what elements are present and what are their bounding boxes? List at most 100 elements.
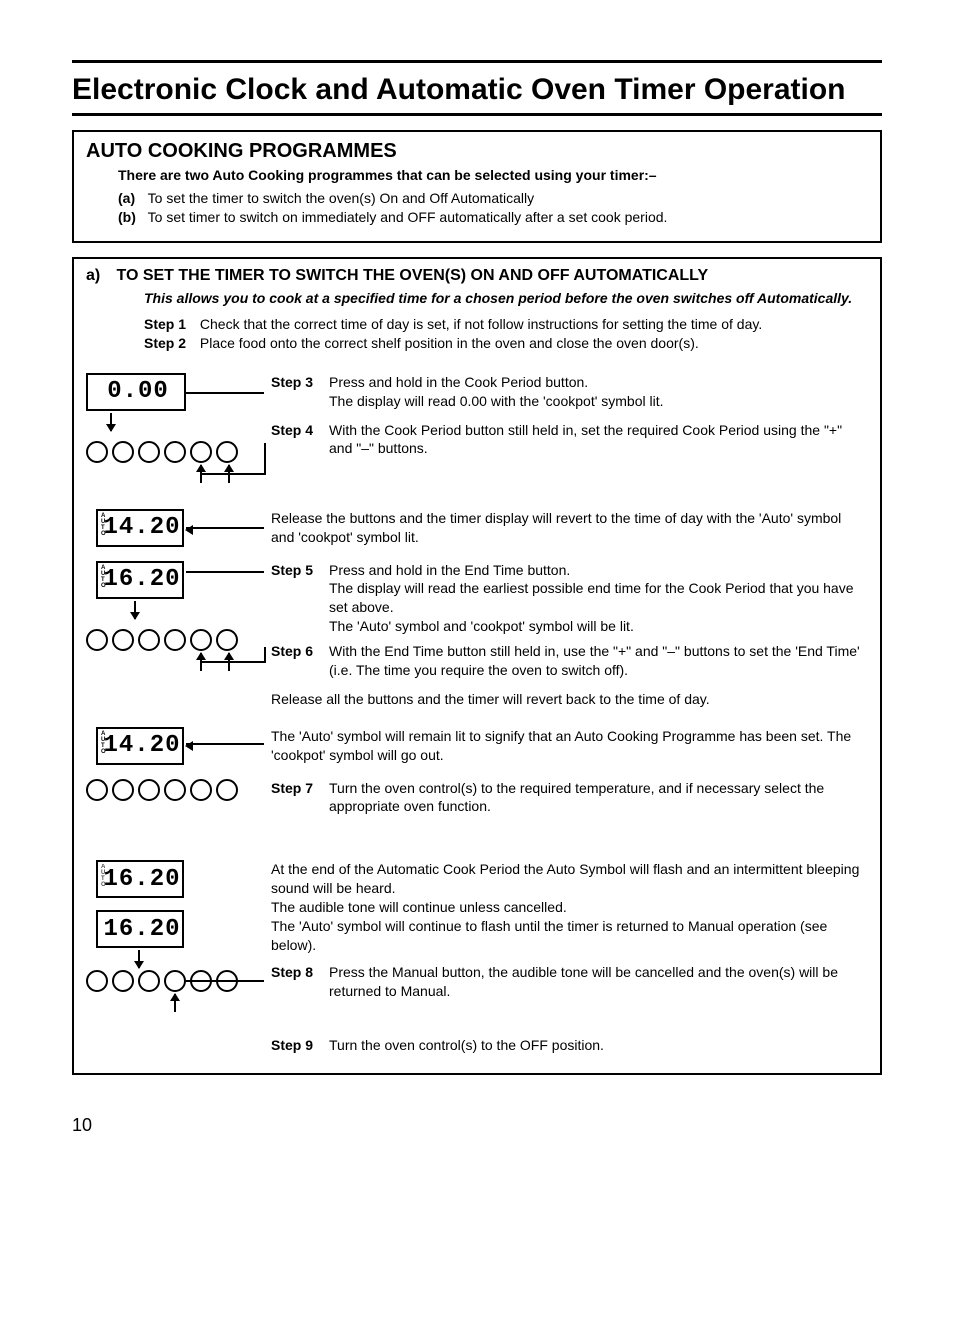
diagram-2: AUTO 14.20 bbox=[86, 509, 271, 547]
text-step3-4: Step 3 Press and hold in the Cook Period… bbox=[271, 373, 868, 463]
step-9: Step 9 Turn the oven control(s) to the O… bbox=[271, 1036, 868, 1055]
step-5-label: Step 5 bbox=[271, 561, 329, 637]
timer-button bbox=[86, 629, 108, 651]
intro-heading: AUTO COOKING PROGRAMMES bbox=[86, 140, 868, 163]
lcd-display-3: AUTO 16.20 bbox=[96, 561, 184, 599]
lcd-display-4: AUTO 14.20 bbox=[96, 727, 184, 765]
timer-button bbox=[164, 629, 186, 651]
connector-step4-v bbox=[264, 443, 266, 473]
text-step7: The 'Auto' symbol will remain lit to sig… bbox=[271, 727, 868, 821]
timer-button bbox=[112, 441, 134, 463]
timer-button bbox=[138, 779, 160, 801]
section-a: a) TO SET THE TIMER TO SWITCH THE OVEN(S… bbox=[72, 257, 882, 1075]
pre-step-1-label: Step 1 bbox=[144, 315, 196, 334]
timer-button bbox=[164, 441, 186, 463]
timer-button bbox=[216, 779, 238, 801]
timer-button bbox=[190, 629, 212, 651]
timer-button bbox=[164, 779, 186, 801]
arrow-single bbox=[174, 994, 271, 1012]
button-row-3 bbox=[86, 779, 271, 801]
timer-button bbox=[216, 629, 238, 651]
row-step7: AUTO 14.20 The 'Auto' symbol will remain… bbox=[86, 727, 868, 821]
auto-indicator-flash: AUTO bbox=[101, 864, 106, 888]
diagram-5: AUTO 16.20 16.20 bbox=[86, 860, 271, 1012]
step-4-label: Step 4 bbox=[271, 421, 329, 459]
timer-button bbox=[138, 629, 160, 651]
lcd-5-value: 16.20 bbox=[99, 866, 180, 893]
timer-button bbox=[216, 441, 238, 463]
step-4: Step 4 With the Cook Period button still… bbox=[271, 421, 868, 459]
row-step9: Step 9 Turn the oven control(s) to the O… bbox=[86, 1036, 868, 1059]
timer-button bbox=[86, 970, 108, 992]
pre-step-1-text: Check that the correct time of day is se… bbox=[200, 316, 762, 332]
lcd-display-5: AUTO 16.20 bbox=[96, 860, 184, 898]
intro-item-a: (a) To set the timer to switch the oven(… bbox=[118, 189, 868, 208]
step-7-label: Step 7 bbox=[271, 779, 329, 817]
connector-step3 bbox=[186, 392, 264, 394]
step-3: Step 3 Press and hold in the Cook Period… bbox=[271, 373, 868, 411]
lcd-1-value: 0.00 bbox=[103, 378, 169, 405]
step-3-text: Press and hold in the Cook Period button… bbox=[329, 373, 868, 411]
intro-lead: There are two Auto Cooking programmes th… bbox=[118, 167, 868, 183]
arrow-down-3 bbox=[138, 950, 140, 968]
step-5: Step 5 Press and hold in the End Time bu… bbox=[271, 561, 868, 637]
lcd-display-6: 16.20 bbox=[96, 910, 184, 948]
lcd-3-value: 16.20 bbox=[99, 566, 180, 593]
timer-button bbox=[164, 970, 186, 992]
intro-item-a-label: (a) bbox=[118, 189, 144, 208]
pre-step-2-text: Place food onto the correct shelf positi… bbox=[200, 335, 699, 351]
auto-indicator: AUTO bbox=[101, 513, 106, 537]
text-release1: Release the buttons and the timer displa… bbox=[271, 509, 868, 551]
diagram-1: 0.00 bbox=[86, 373, 271, 483]
section-a-letter: a) bbox=[86, 267, 112, 285]
diagram-3: AUTO 16.20 bbox=[86, 561, 271, 671]
step-5-text: Press and hold in the End Time button. T… bbox=[329, 561, 868, 637]
button-row-2 bbox=[86, 629, 271, 651]
step-9-label: Step 9 bbox=[271, 1036, 329, 1055]
lcd-4-value: 14.20 bbox=[99, 732, 180, 759]
intro-item-b: (b) To set timer to switch on immediatel… bbox=[118, 208, 868, 227]
step-9-text: Turn the oven control(s) to the OFF posi… bbox=[329, 1036, 868, 1055]
timer-button bbox=[112, 779, 134, 801]
intro-item-b-label: (b) bbox=[118, 208, 144, 227]
timer-button bbox=[190, 779, 212, 801]
timer-button bbox=[112, 970, 134, 992]
connector-release1 bbox=[186, 527, 264, 529]
pre-step-2: Step 2 Place food onto the correct shelf… bbox=[144, 334, 868, 353]
arrow-down-1 bbox=[110, 413, 112, 431]
auto-note-text: The 'Auto' symbol will remain lit to sig… bbox=[271, 727, 868, 765]
text-step5-6: Step 5 Press and hold in the End Time bu… bbox=[271, 561, 868, 713]
release2-text: Release all the buttons and the timer wi… bbox=[271, 690, 868, 709]
lcd-2-value: 14.20 bbox=[99, 514, 180, 541]
connector-step8 bbox=[186, 980, 264, 982]
timer-button bbox=[112, 629, 134, 651]
lcd-display-2: AUTO 14.20 bbox=[96, 509, 184, 547]
page-number: 10 bbox=[72, 1115, 882, 1136]
lcd-6-value: 16.20 bbox=[99, 916, 180, 943]
step-8-label: Step 8 bbox=[271, 963, 329, 1001]
step-6-text: With the End Time button still held in, … bbox=[329, 642, 868, 680]
row-step3-4: 0.00 Step 3 Press a bbox=[86, 373, 868, 483]
connector-step4-h bbox=[201, 473, 266, 475]
arrow-up bbox=[174, 994, 176, 1012]
step-7: Step 7 Turn the oven control(s) to the r… bbox=[271, 779, 868, 817]
button-row-1 bbox=[86, 441, 271, 463]
step-8: Step 8 Press the Manual button, the audi… bbox=[271, 963, 868, 1001]
step-6-label: Step 6 bbox=[271, 642, 329, 680]
connector-step6-h bbox=[201, 661, 266, 663]
connector-step5 bbox=[186, 571, 264, 573]
diagram-4: AUTO 14.20 bbox=[86, 727, 271, 801]
pre-step-2-label: Step 2 bbox=[144, 334, 196, 353]
lcd-display-1: 0.00 bbox=[86, 373, 186, 411]
row-release1: AUTO 14.20 Release the buttons and the t… bbox=[86, 509, 868, 551]
step-6: Step 6 With the End Time button still he… bbox=[271, 642, 868, 680]
arrow-down-2 bbox=[134, 601, 136, 619]
pre-step-1: Step 1 Check that the correct time of da… bbox=[144, 315, 868, 334]
page-title: Electronic Clock and Automatic Oven Time… bbox=[72, 67, 882, 116]
connector-step6-v bbox=[264, 647, 266, 661]
section-a-note: This allows you to cook at a specified t… bbox=[144, 289, 868, 307]
step-8-text: Press the Manual button, the audible ton… bbox=[329, 963, 868, 1001]
section-a-heading-row: a) TO SET THE TIMER TO SWITCH THE OVEN(S… bbox=[86, 267, 868, 285]
auto-indicator: AUTO bbox=[101, 731, 106, 755]
row-step8: AUTO 16.20 16.20 At the end of the Autom… bbox=[86, 860, 868, 1012]
